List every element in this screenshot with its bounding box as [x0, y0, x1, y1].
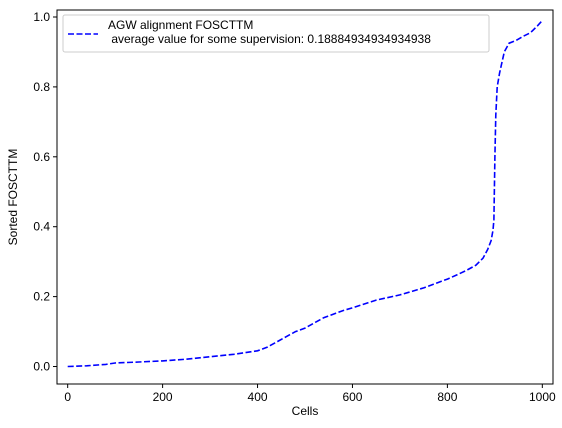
legend-entry-line: average value for some supervision: 0.18…	[108, 32, 431, 46]
y-tick-label: 0.6	[33, 150, 50, 164]
plot-frame	[56, 9, 554, 385]
legend: AGW alignment FOSCTTM average value for …	[62, 14, 490, 53]
x-tick-label: 200	[153, 390, 173, 404]
y-tick-label: 1.0	[33, 10, 50, 24]
legend-box	[62, 14, 490, 53]
series-line-agw-foscttm	[67, 19, 543, 368]
x-tick-label: 0	[64, 390, 71, 404]
y-axis: 0.0 0.2 0.4 0.6 0.8 1.0	[33, 10, 57, 374]
y-tick-label: 0.0	[33, 360, 50, 374]
x-tick-label: 600	[342, 390, 362, 404]
y-axis-label: Sorted FOSCTTM	[6, 149, 20, 246]
x-axis: 0 200 400 600 800 1000	[64, 384, 556, 404]
y-tick-label: 0.4	[33, 220, 50, 234]
y-tick-label: 0.2	[33, 290, 50, 304]
x-tick-label: 800	[437, 390, 457, 404]
x-tick-label: 400	[248, 390, 268, 404]
x-tick-label: 1000	[529, 390, 556, 404]
legend-entry-label: AGW alignment FOSCTTM average value for …	[108, 18, 431, 46]
y-tick-label: 0.8	[33, 80, 50, 94]
legend-entry-line: AGW alignment FOSCTTM	[108, 18, 253, 32]
x-axis-label: Cells	[292, 404, 319, 418]
